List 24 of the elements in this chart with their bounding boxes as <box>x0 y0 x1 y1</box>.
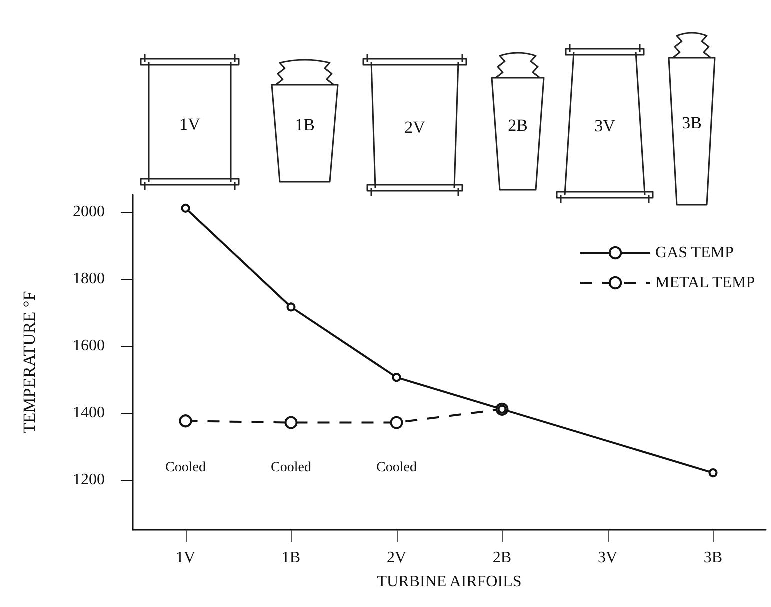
y-tick-label: 1600 <box>73 337 105 354</box>
annotation: Cooled <box>376 460 417 476</box>
x-axis-title: TURBINE AIRFOILS <box>377 574 522 590</box>
legend-label: METAL TEMP <box>656 274 756 292</box>
x-tick-label: 3V <box>598 550 618 566</box>
category-label: 2V <box>404 118 426 137</box>
y-tick-label: 1800 <box>73 270 105 288</box>
x-tick-label: 2V <box>386 550 407 566</box>
annotation: Cooled <box>271 460 312 476</box>
legend-label: GAS TEMP <box>656 244 734 262</box>
x-tick-label: 2B <box>492 550 512 566</box>
x-tick-label: 1V <box>176 550 196 566</box>
y-tick-label: 1400 <box>73 404 105 422</box>
y-tick-label: 1200 <box>73 471 105 488</box>
x-tick-label: 3B <box>704 550 723 566</box>
category-label: 2B <box>508 116 528 135</box>
y-axis-title: TEMPERATURE °F <box>20 291 39 434</box>
x-tick-label: 1B <box>282 550 301 566</box>
annotation: Cooled <box>166 460 206 476</box>
category-label: 3B <box>682 114 702 132</box>
category-label: 1V <box>180 115 200 134</box>
category-label: 1B <box>295 116 315 134</box>
y-tick-label: 2000 <box>73 203 105 220</box>
category-label: 3V <box>594 116 616 136</box>
